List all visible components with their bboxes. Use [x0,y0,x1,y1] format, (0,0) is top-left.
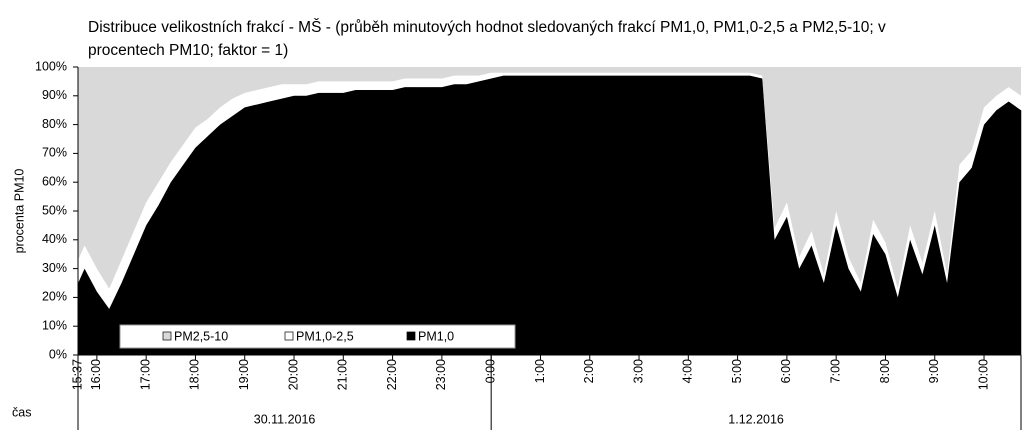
x-tick-label: 0:00 [483,359,497,383]
x-tick-label: 7:00 [828,359,842,383]
x-tick-label: 9:00 [927,359,941,383]
legend-box [119,324,516,349]
x-tick-label: 17:00 [138,359,152,390]
y-axis-label: procenta PM10 [12,169,26,254]
y-tick-label: 70% [42,146,67,160]
x-tick-label: 18:00 [188,359,202,390]
legend-label: PM1,0 [418,329,454,343]
date-label: 1.12.2016 [728,412,784,426]
x-tick-label: 3:00 [631,359,645,383]
x-tick-label: 23:00 [434,359,448,390]
chart-title: Distribuce velikostních frakcí - MŠ - (p… [88,19,886,59]
legend-label: PM1,0-2,5 [296,329,354,343]
y-tick-label: 90% [42,88,67,102]
date-label: 30.11.2016 [254,412,316,426]
y-tick-label: 0% [49,347,67,361]
x-tick-label: 8:00 [878,359,892,383]
x-tick-label: 4:00 [681,359,695,383]
y-tick-label: 80% [42,117,67,131]
legend-swatch [406,331,416,341]
y-tick-label: 100% [35,59,67,73]
x-tick-label: 5:00 [730,359,744,383]
y-tick-label: 50% [42,203,67,217]
y-tick-label: 40% [42,232,67,246]
x-tick-label: 20:00 [286,359,300,390]
legend-label: PM2,5-10 [174,329,228,343]
legend-swatch [284,331,294,341]
x-tick-label: 19:00 [237,359,251,390]
y-tick-label: 20% [42,290,67,304]
y-tick-label: 10% [42,318,67,332]
x-tick-label: 2:00 [582,359,596,383]
x-tick-label: 6:00 [779,359,793,383]
x-tick-label: 10:00 [976,359,990,390]
y-tick-label: 30% [42,261,67,275]
x-tick-label: 16:00 [89,359,103,390]
x-axis-label: čas [12,405,31,419]
x-tick-label: 22:00 [385,359,399,390]
x-tick-label: 15:37 [70,359,84,390]
area [78,67,1021,289]
legend-swatch [162,331,172,341]
x-tick-label: 21:00 [336,359,350,390]
x-tick-label: 1:00 [533,359,547,383]
legend: PM2,5-10 PM1,0-2,5 PM1,0 [119,324,516,349]
y-tick-label: 60% [42,174,67,188]
